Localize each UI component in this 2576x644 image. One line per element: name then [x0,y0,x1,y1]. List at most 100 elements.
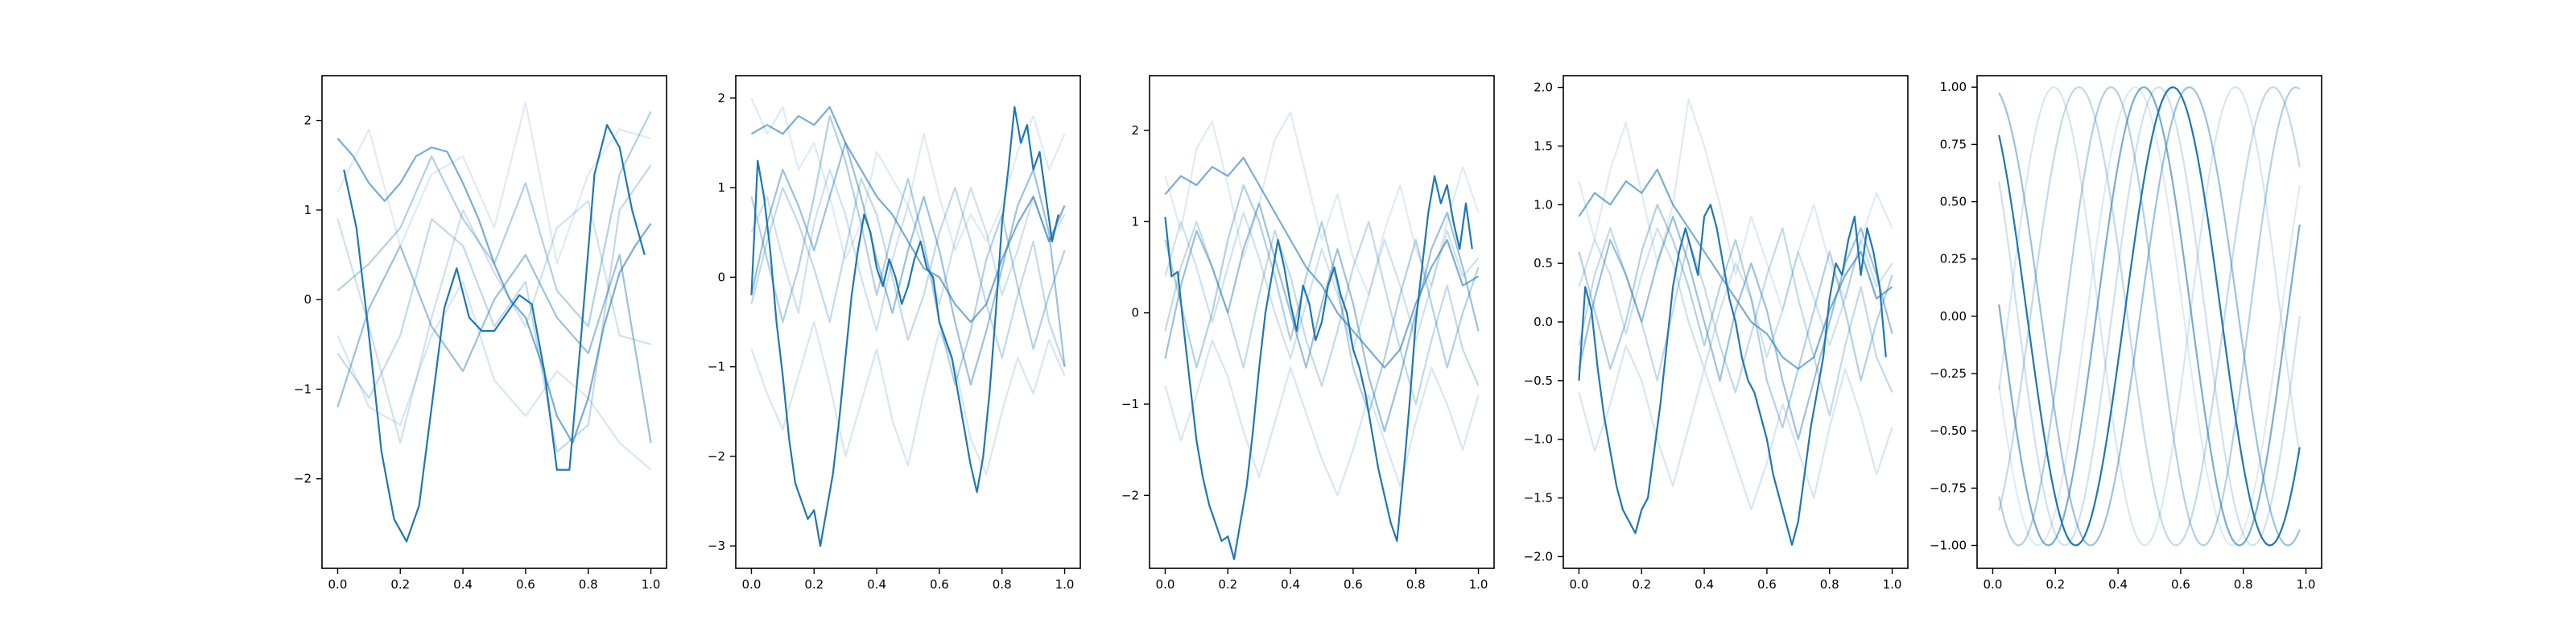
series-line-1 [750,97,1066,261]
series-line-2 [1578,345,1893,511]
series-line-6 [1164,202,1480,433]
x-tick-label: 1.0 [2297,577,2316,592]
series-line-2 [1164,339,1480,497]
series-line-4 [1578,227,1893,417]
y-tick-label: −1 [294,382,312,396]
series-group [1998,86,2301,547]
subplot-4: 0.0 0.2 0.4 0.6 0.8 1.0 −2.0 −1.5 −1.0 −0.5 0.0 0.5… [1524,75,1909,592]
series-line-5 [1578,204,1893,429]
series-line-8 [1578,204,1887,546]
y-tick-label: −1 [708,360,725,374]
x-tick-label: 0.2 [1632,577,1651,592]
series-line-7 [1164,156,1480,369]
series-group [336,101,652,543]
axes-frame [735,75,1081,569]
series-line-5 [1998,86,2301,547]
x-tick-label: 0.2 [390,577,410,592]
x-tick-label: 1.0 [1469,577,1488,592]
y-tick-label: 2 [303,114,312,128]
x-tick-label: 0.4 [1281,577,1300,592]
x-tick-label: 0.0 [1984,577,2003,592]
axes-frame [1149,75,1495,569]
x-tick-label: 1.0 [642,577,661,592]
series-group [1164,111,1480,560]
series-line-6 [1998,86,2301,547]
x-tick-label: 0.6 [2171,577,2190,592]
subplot-2: 0.0 0.2 0.4 0.6 0.8 1.0 −3 −2 −1 0 1 2 [708,75,1081,592]
y-tick-label: −1.0 [1524,432,1553,447]
x-tick-label: 0.6 [930,577,949,592]
y-tick-label: 1.0 [1534,197,1553,212]
series-line-8 [1998,86,2301,547]
y-tick-label: 0.75 [1940,137,1967,151]
series-line-2 [750,320,1066,476]
y-tick-label: 1 [303,203,312,217]
y-tick-label: −2.0 [1524,549,1553,564]
series-line-4 [1998,86,2301,547]
y-tick-label: 0 [303,292,312,307]
series-line-2 [336,280,652,471]
series-line-7 [1998,86,2301,547]
series-line-3 [1998,86,2301,547]
y-tick-label: −0.25 [1930,366,1967,381]
subplot-3: 0.0 0.2 0.4 0.6 0.8 1.0 −2 −1 0 1 2 [1121,75,1495,592]
x-tick-label: 0.6 [516,577,535,592]
x-tick-label: 0.6 [1344,577,1363,592]
y-tick-label: 0.0 [1534,315,1553,329]
y-tick-label: −2 [1121,488,1139,502]
y-tick-label: −1 [1121,397,1139,411]
x-tick-label: 0.8 [2234,577,2253,592]
series-line-8 [750,105,1059,547]
x-tick-label: 0.2 [1218,577,1237,592]
x-tick-label: 0.8 [579,577,598,592]
y-tick-label: 2.0 [1534,80,1553,95]
y-tick-label: 1 [1131,214,1139,229]
x-tick-label: 0.4 [1695,577,1714,592]
x-tick-label: 0.0 [1570,577,1589,592]
y-tick-label: −1.5 [1524,491,1553,506]
y-tick-label: 0.50 [1940,195,1967,209]
axes-frame [1976,75,2322,569]
y-tick-label: 1.00 [1940,80,1967,94]
x-tick-label: 0.0 [742,577,762,592]
x-tick-label: 0.2 [804,577,824,592]
y-tick-label: 2 [1131,123,1139,138]
x-tick-label: 0.0 [328,577,348,592]
x-tick-label: 1.0 [1883,577,1902,592]
y-tick-label: 0.00 [1940,309,1967,324]
x-tick-label: 0.8 [993,577,1012,592]
y-tick-label: 0.25 [1940,252,1967,266]
x-tick-label: 0.6 [1757,577,1777,592]
y-tick-label: −0.50 [1930,423,1967,438]
x-tick-label: 0.8 [1406,577,1426,592]
x-tick-label: 0.4 [2108,577,2128,592]
series-line-3 [336,200,651,444]
y-tick-label: −0.5 [1524,374,1553,388]
y-tick-label: 1.5 [1534,138,1553,153]
subplot-1: 0.0 0.2 0.4 0.6 0.8 1.0 −2 −1 0 1 2 [294,75,667,592]
series-line-6 [336,245,652,444]
x-tick-label: 1.0 [1055,577,1075,592]
series-group [750,97,1066,547]
series-line-6 [750,142,1066,386]
y-tick-label: 2 [717,91,725,105]
series-line-1 [1164,111,1480,296]
series-line-8 [1164,175,1473,560]
y-tick-label: −2 [708,449,725,464]
series-line-5 [1164,184,1480,415]
subplot-5: 0.0 0.2 0.4 0.6 0.8 1.0 −1.00 −0.75 −0.50 −0.25 0.… [1930,75,2322,592]
x-tick-label: 0.4 [453,577,473,592]
series-line-8 [343,124,646,543]
y-tick-label: 0.5 [1534,256,1553,270]
series-line-7 [1578,168,1893,370]
y-tick-label: 0 [1131,306,1139,320]
series-line-1 [1998,86,2301,547]
series-line-4 [750,177,1066,368]
x-tick-label: 0.2 [2046,577,2065,592]
series-line-5 [750,114,1066,386]
series-line-3 [1164,211,1480,360]
series-line-3 [1578,227,1893,370]
x-tick-label: 0.4 [867,577,886,592]
